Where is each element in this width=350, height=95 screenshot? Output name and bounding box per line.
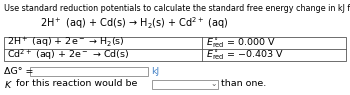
Text: 2H$^+$ (aq) + 2e$^-$ → H$_2$(s): 2H$^+$ (aq) + 2e$^-$ → H$_2$(s): [7, 36, 125, 50]
Text: ΔG° =: ΔG° =: [4, 66, 34, 76]
FancyBboxPatch shape: [30, 66, 148, 76]
Text: Use standard reduction potentials to calculate the standard free energy change i: Use standard reduction potentials to cal…: [4, 4, 350, 13]
Text: 2H$^+$ (aq) + Cd(s) → H$_2$(s) + Cd$^{2+}$ (aq): 2H$^+$ (aq) + Cd(s) → H$_2$(s) + Cd$^{2+…: [40, 15, 229, 31]
Text: kJ: kJ: [151, 66, 159, 76]
FancyBboxPatch shape: [152, 80, 218, 89]
Text: ⌄: ⌄: [210, 80, 216, 89]
Text: $E^\circ_{\mathrm{red}}$ = 0.000 V: $E^\circ_{\mathrm{red}}$ = 0.000 V: [206, 36, 276, 50]
Text: Cd$^{2+}$ (aq) + 2e$^-$ → Cd(s): Cd$^{2+}$ (aq) + 2e$^-$ → Cd(s): [7, 48, 129, 62]
Text: than one.: than one.: [221, 80, 266, 89]
Text: $E^\circ_{\mathrm{red}}$ = −0.403 V: $E^\circ_{\mathrm{red}}$ = −0.403 V: [206, 48, 284, 62]
Text: for this reaction would be: for this reaction would be: [13, 80, 137, 89]
Text: $K$: $K$: [4, 78, 13, 89]
